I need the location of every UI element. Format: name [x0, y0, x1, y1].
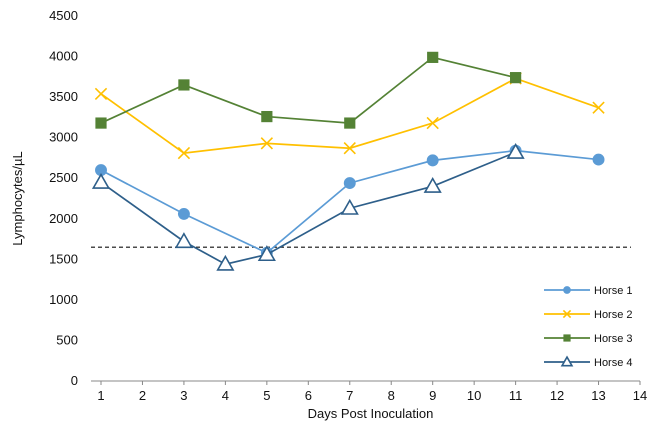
data-point	[260, 137, 274, 150]
y-tick-label: 2000	[49, 211, 78, 226]
legend-marker	[563, 334, 571, 342]
data-point	[91, 172, 111, 189]
x-tick-label: 1	[97, 388, 104, 403]
y-tick-label: 500	[56, 332, 78, 347]
data-point	[95, 117, 107, 129]
x-tick-label: 6	[305, 388, 312, 403]
data-point	[426, 116, 439, 130]
y-tick-label: 1500	[49, 251, 78, 266]
y-tick-label: 4000	[49, 49, 78, 64]
legend-label: Horse 1	[594, 285, 633, 297]
data-point	[94, 87, 108, 101]
data-point	[506, 142, 525, 159]
x-tick-label: 5	[263, 388, 270, 403]
x-axis-title: Days Post Inoculation	[308, 406, 434, 421]
series-group	[91, 51, 605, 271]
series-line	[100, 56, 516, 124]
data-point	[257, 245, 276, 262]
data-point	[261, 110, 273, 123]
x-tick-label: 2	[139, 388, 146, 403]
data-point	[344, 117, 356, 129]
x-tick-label: 12	[550, 388, 564, 403]
legend-item: Horse 4	[544, 355, 633, 369]
legend-item: Horse 2	[544, 309, 633, 321]
x-tick-label: 4	[222, 388, 229, 403]
y-tick-label: 3000	[49, 130, 78, 145]
y-tick-label: 3500	[49, 89, 78, 104]
x-tick-label: 9	[429, 388, 436, 403]
x-tick-label: 14	[633, 388, 647, 403]
data-point	[592, 101, 605, 114]
series-4	[91, 142, 525, 271]
legend-label: Horse 2	[594, 309, 633, 321]
data-point	[340, 198, 359, 215]
y-tick-label: 2500	[49, 170, 78, 185]
legend-marker	[560, 355, 574, 367]
x-tick-label: 8	[388, 388, 395, 403]
x-tick-label: 13	[591, 388, 605, 403]
x-tick-label: 3	[180, 388, 187, 403]
x-tick-label: 10	[467, 388, 481, 403]
legend: Horse 1 Horse 2 Horse 3 Horse 4	[544, 285, 633, 369]
data-point	[174, 232, 194, 249]
data-point	[95, 164, 107, 177]
series-3	[95, 51, 522, 129]
legend-item: Horse 1	[544, 285, 633, 297]
data-point	[178, 79, 190, 91]
y-tick-label: 4500	[49, 8, 78, 23]
data-point	[426, 154, 439, 167]
x-tick-label: 11	[509, 388, 523, 403]
series-2	[94, 72, 605, 160]
legend-item: Horse 3	[544, 333, 633, 345]
data-point	[216, 254, 235, 271]
data-point	[427, 51, 439, 63]
legend-label: Horse 4	[594, 357, 633, 369]
legend-marker	[562, 309, 572, 319]
y-tick-label: 0	[71, 373, 78, 388]
data-point	[343, 142, 356, 155]
x-tick-label: 7	[346, 388, 353, 403]
data-point	[177, 207, 190, 220]
y-axis-title: Lymphocytes/µL	[10, 151, 25, 245]
legend-label: Horse 3	[594, 333, 633, 345]
legend-marker	[563, 286, 571, 294]
y-tick-label: 1000	[49, 292, 78, 307]
data-point	[177, 146, 191, 160]
data-point	[423, 177, 442, 193]
axes: 1 2 3 4 5 6 7 8 9 10 11 12 13 14050010001500200025003…	[49, 8, 647, 403]
data-point	[343, 177, 356, 190]
data-point	[510, 72, 522, 84]
data-point	[592, 153, 605, 166]
